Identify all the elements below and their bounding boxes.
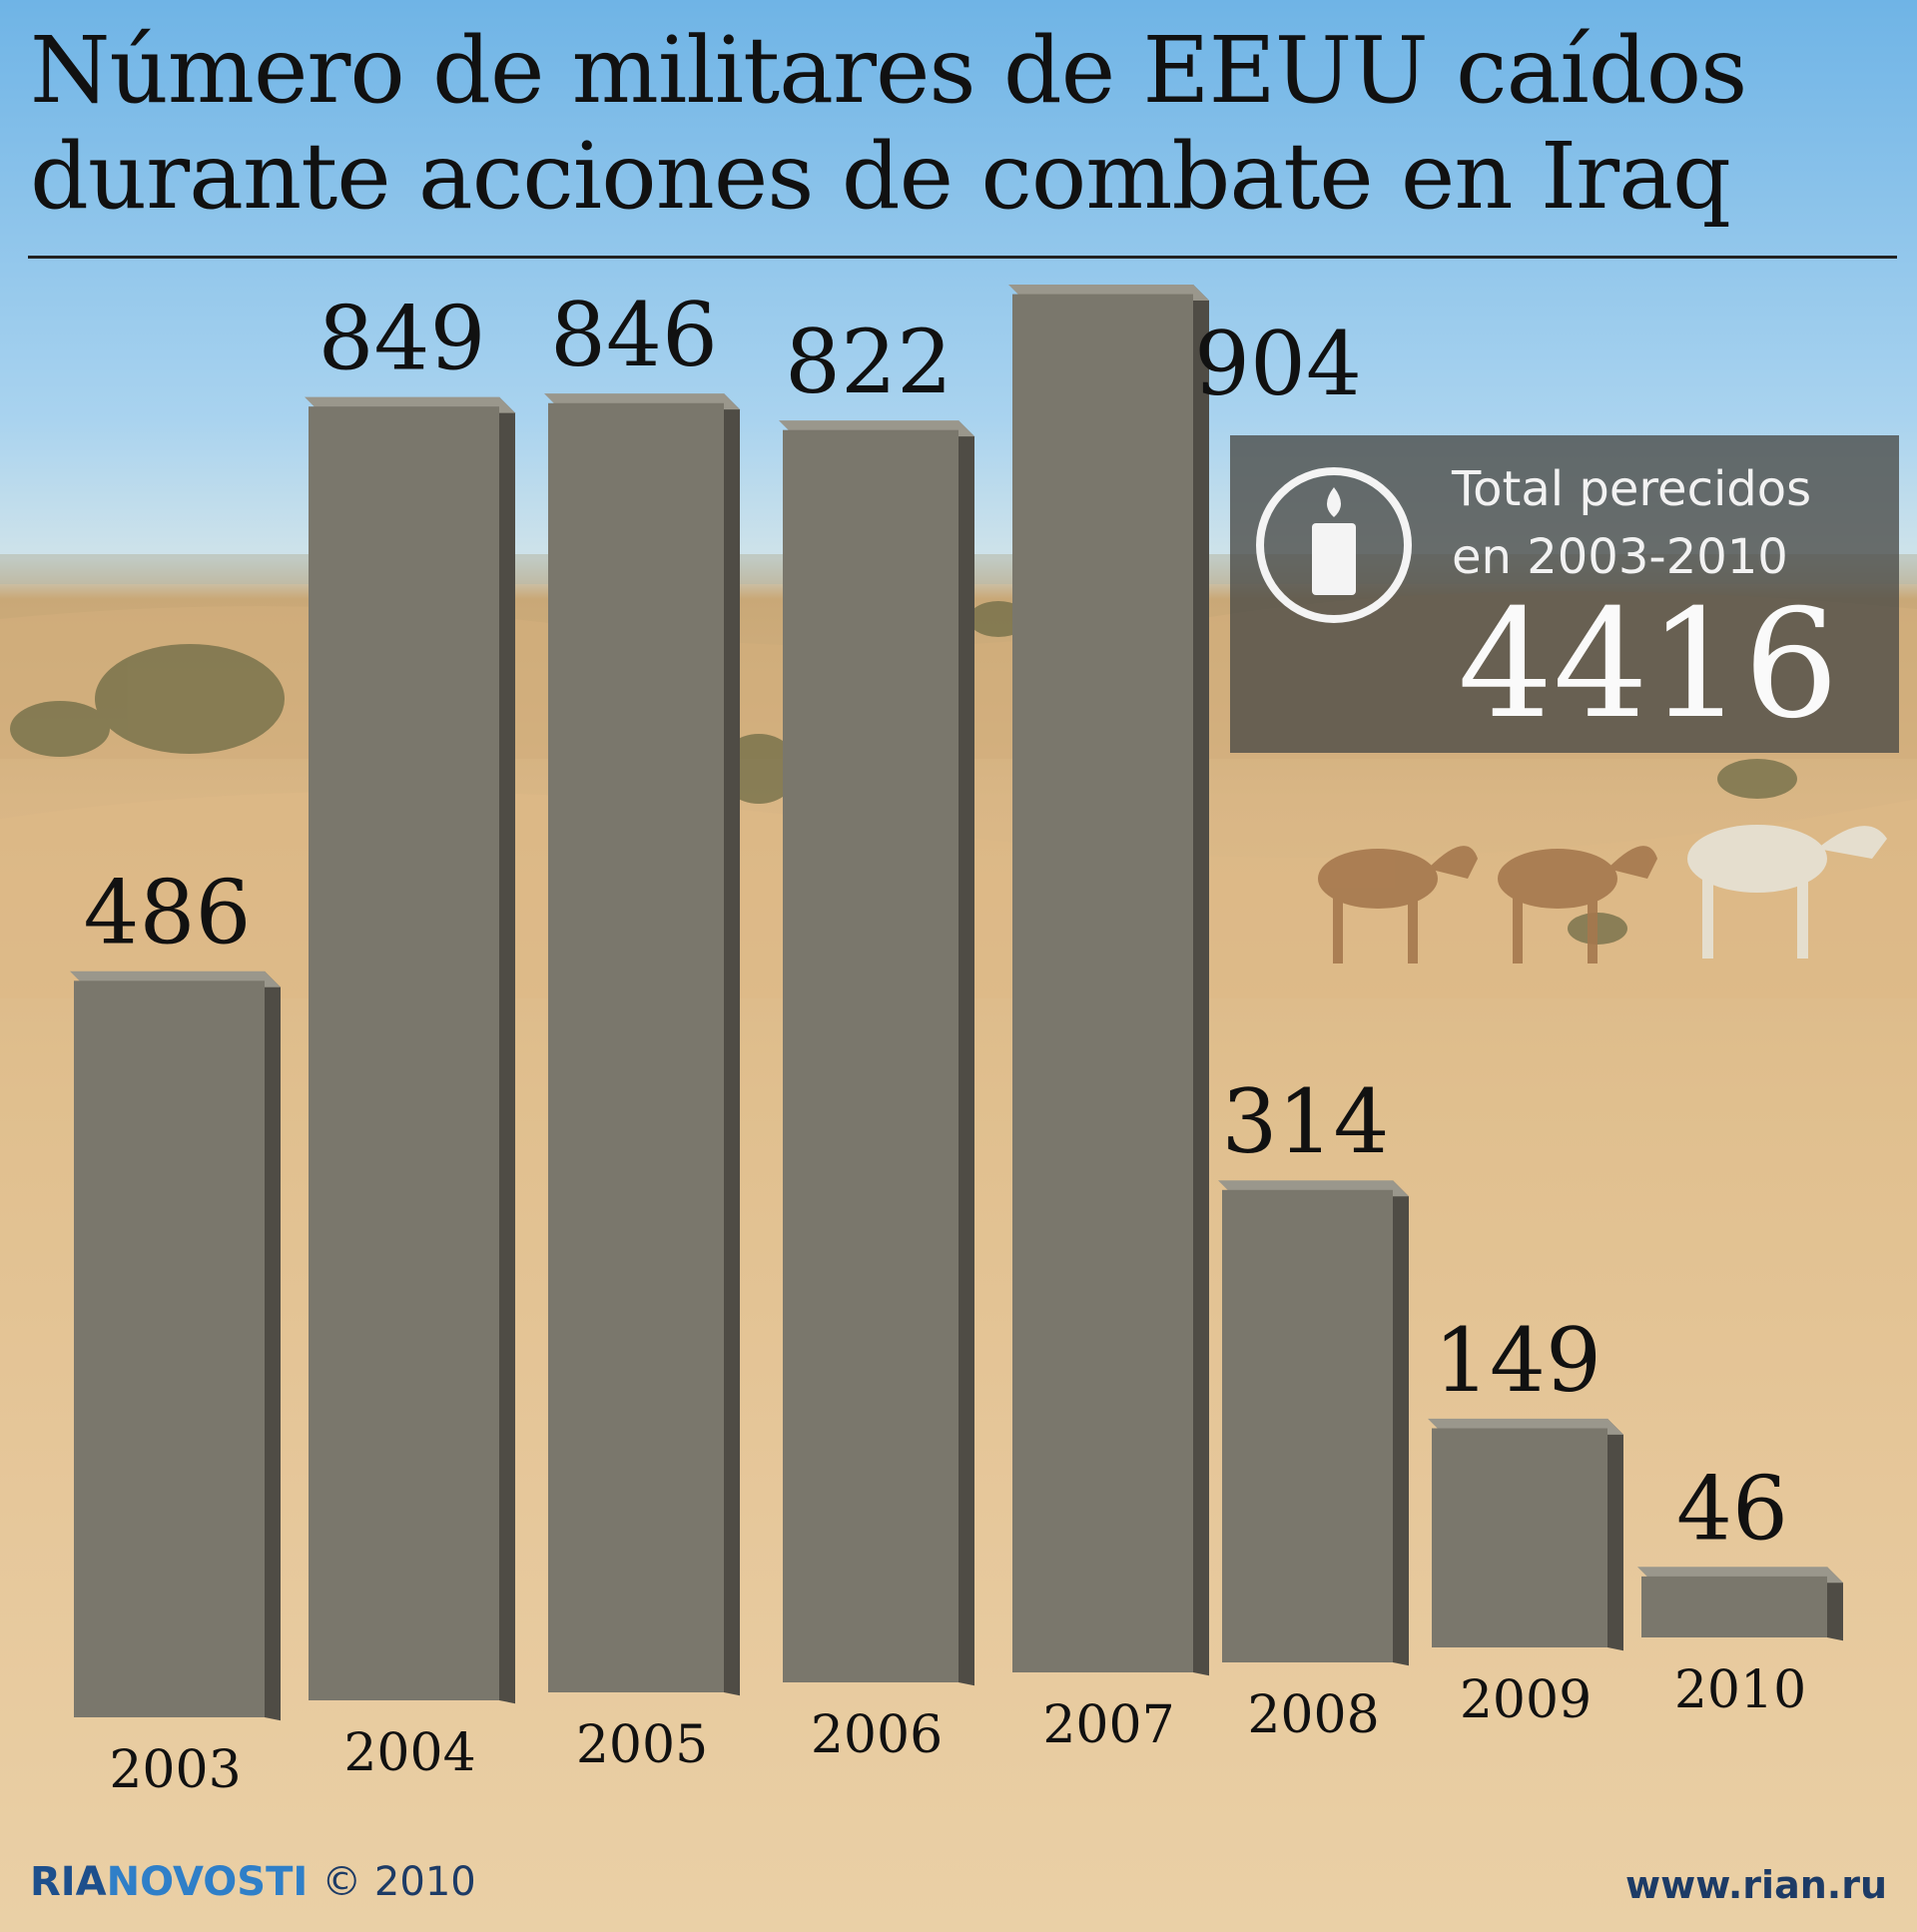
bar-front	[74, 980, 265, 1717]
bar-front	[783, 429, 958, 1682]
category-label-2008: 2008	[1247, 1685, 1379, 1745]
value-label-2005: 846	[550, 284, 718, 386]
copyright: © 2010	[321, 1859, 476, 1905]
category-label-2003: 2003	[109, 1740, 241, 1800]
bar-side	[724, 393, 740, 1696]
value-label-2009: 149	[1434, 1309, 1601, 1412]
bar-2010	[1637, 1567, 1843, 1641]
value-label-2010: 46	[1676, 1457, 1788, 1560]
category-label-2006: 2006	[811, 1705, 943, 1765]
bar-2007	[1008, 285, 1209, 1676]
total-label: Total perecidos en 2003-2010	[1452, 455, 1891, 591]
value-label-2003: 486	[84, 862, 252, 965]
bar-front	[1222, 1189, 1393, 1662]
value-label-2004: 849	[319, 288, 486, 390]
bar-front	[1012, 294, 1193, 1673]
bar-2005	[544, 393, 740, 1696]
brand-logo: RIANOVOSTI © 2010	[30, 1859, 476, 1905]
bar-side	[265, 970, 281, 1721]
bar-2004	[305, 396, 515, 1704]
value-label-2008: 314	[1222, 1070, 1390, 1173]
bar-side	[1607, 1418, 1623, 1651]
bar-side	[1827, 1567, 1843, 1641]
bar-side	[958, 420, 974, 1686]
bar-front	[548, 402, 724, 1693]
total-label-line-1: Total perecidos	[1452, 461, 1812, 517]
bar-2009	[1428, 1418, 1623, 1651]
total-label-line-2: en 2003-2010	[1452, 529, 1788, 585]
bar-front	[309, 406, 499, 1700]
total-box: Total perecidos en 2003-2010 4416	[1230, 435, 1899, 753]
category-label-2007: 2007	[1042, 1695, 1174, 1755]
brand-novosti: NOVOSTI	[106, 1859, 309, 1905]
bar-side	[499, 396, 515, 1704]
category-label-2004: 2004	[343, 1723, 475, 1783]
bar-side	[1393, 1180, 1409, 1666]
bar-front	[1432, 1428, 1607, 1647]
title-line-2: durante acciones de combate en Iraq	[30, 123, 1731, 230]
category-label-2005: 2005	[576, 1715, 708, 1775]
total-value: 4416	[1458, 578, 1839, 752]
camels-illustration	[1318, 846, 1657, 964]
bar-2003	[70, 970, 281, 1721]
brand-ria: RIA	[30, 1859, 107, 1905]
title-divider	[28, 256, 1897, 259]
bar-2006	[779, 420, 974, 1686]
value-label-2006: 822	[785, 311, 953, 413]
bar-side	[1193, 285, 1209, 1676]
page-title: Número de militares de EEUU caídos duran…	[30, 18, 1897, 230]
category-label-2009: 2009	[1460, 1670, 1592, 1730]
candle-icon	[1256, 467, 1412, 623]
value-label-2007: 904	[1194, 313, 1362, 415]
website-link[interactable]: www.rian.ru	[1624, 1863, 1887, 1907]
title-line-1: Número de militares de EEUU caídos	[30, 17, 1747, 124]
bar-front	[1641, 1576, 1827, 1637]
category-label-2010: 2010	[1674, 1660, 1806, 1720]
bar-2008	[1218, 1180, 1409, 1666]
